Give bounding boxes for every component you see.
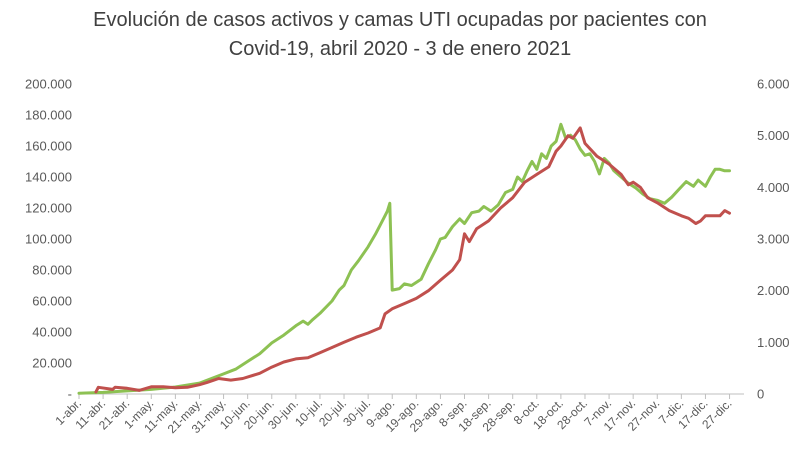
y-left-tick-label: 140.000 — [25, 170, 72, 185]
y-left-tick-label: 40.000 — [32, 325, 72, 340]
y-left-tick-label: 80.000 — [32, 263, 72, 278]
series-line-right-axis — [94, 126, 731, 394]
y-left-tick-label: 60.000 — [32, 294, 72, 309]
chart-title-line-2: Covid-19, abril 2020 - 3 de enero 2021 — [228, 38, 572, 60]
y-right-tick-label: 3.000 — [757, 232, 790, 247]
y-right-tick-label: 2.000 — [757, 283, 790, 298]
y-right-tick-label: 6.000 — [757, 77, 790, 92]
y-left-tick-label: 20.000 — [32, 356, 72, 371]
y-right-tick-label: 0 — [757, 387, 764, 402]
y-right-tick-label: 1.000 — [757, 335, 790, 350]
y-right-tick-label: 4.000 — [757, 180, 790, 195]
chart-title-line-1: Evolución de casos activos y camas UTI o… — [93, 9, 707, 31]
y-right-tick-label: 5.000 — [757, 128, 790, 143]
y-left-tick-label: 100.000 — [25, 232, 72, 247]
y-left-tick-label: 160.000 — [25, 139, 72, 154]
y-left-tick-label: 200.000 — [25, 77, 72, 92]
series-line-left-axis — [77, 122, 731, 395]
y-left-tick-label: 120.000 — [25, 201, 72, 216]
y-left-tick-label: - — [68, 387, 72, 402]
y-left-tick-label: 180.000 — [25, 108, 72, 123]
